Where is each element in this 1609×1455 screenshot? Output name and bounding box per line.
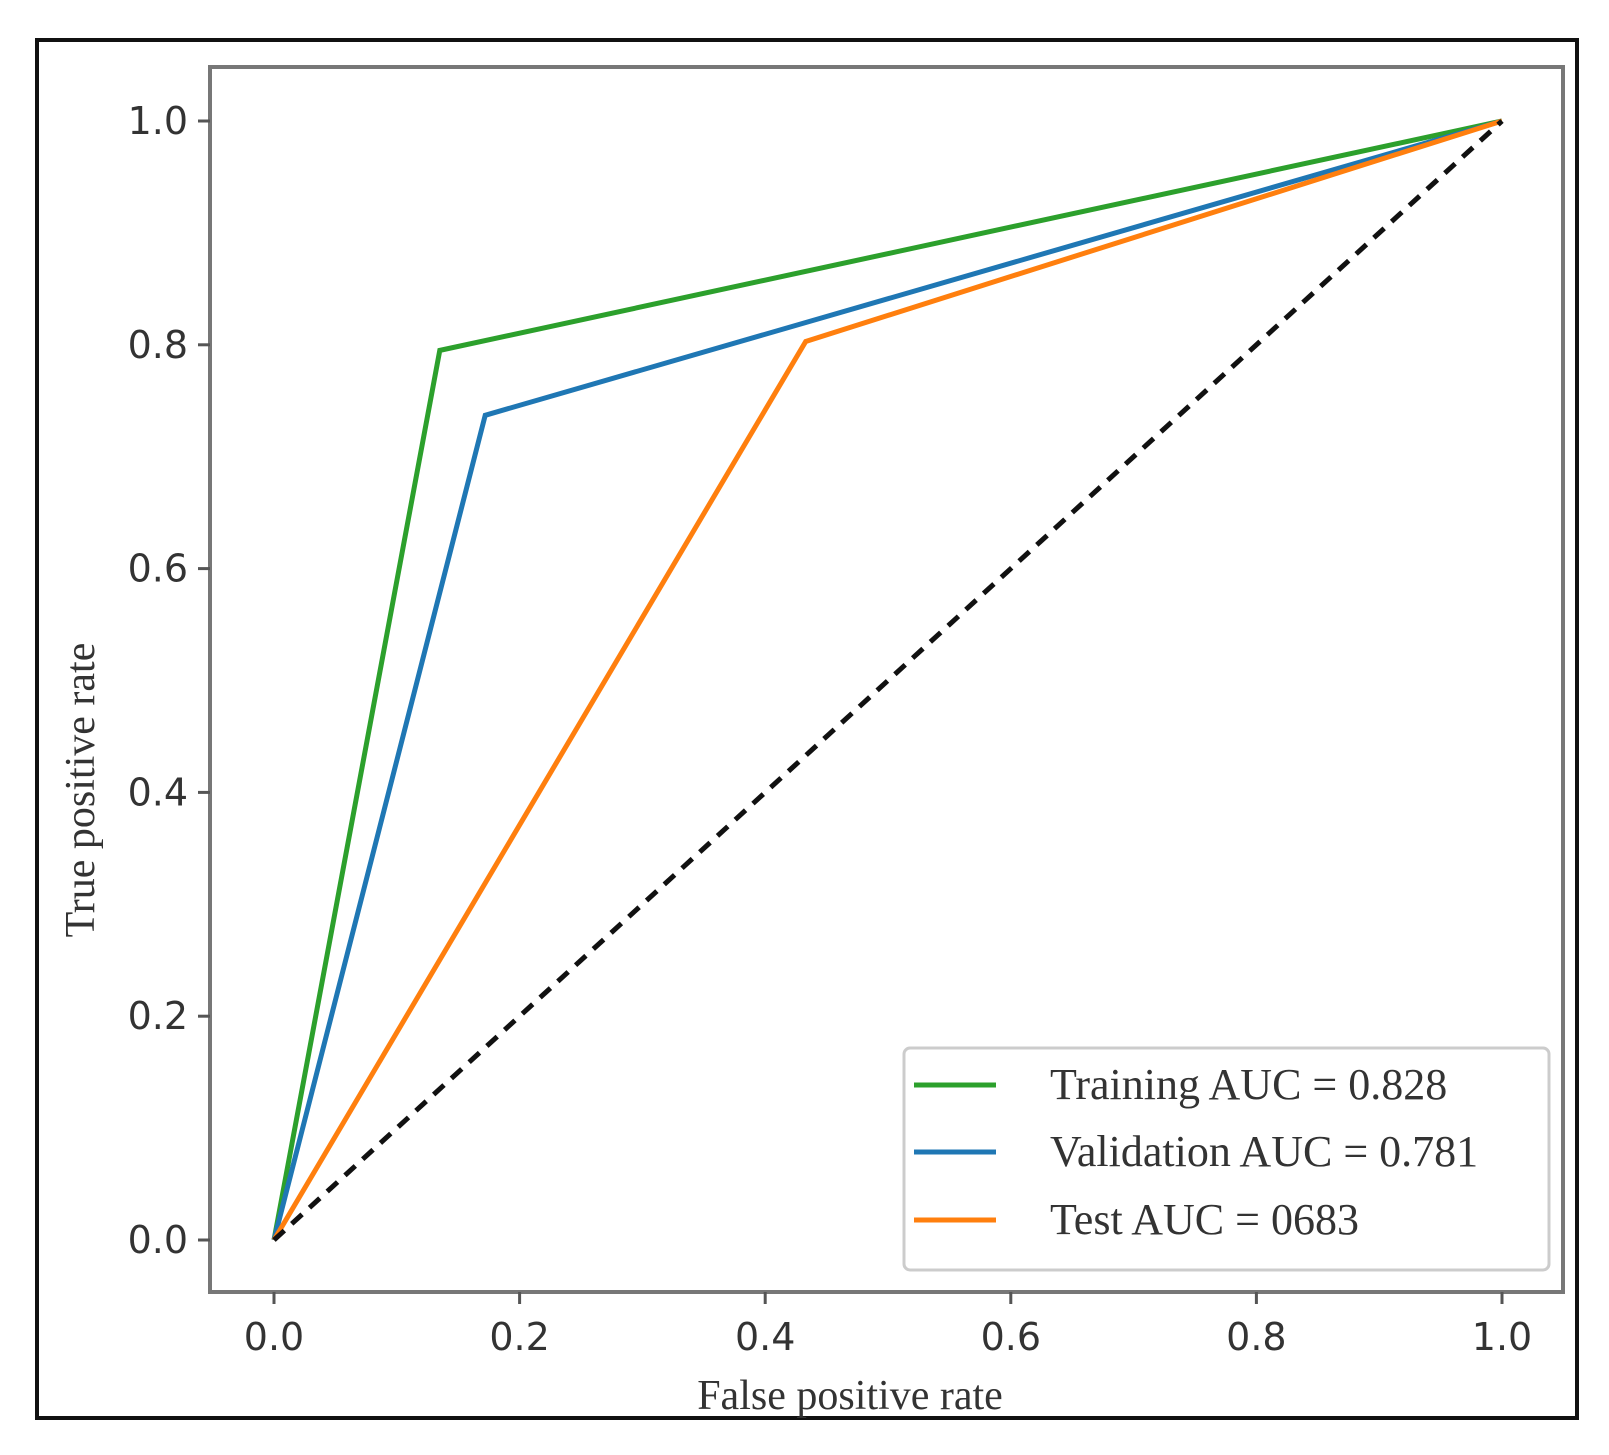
x-tick-label: 0.6 (981, 1315, 1041, 1359)
y-tick-label: 0.0 (128, 1218, 188, 1262)
y-tick-label: 0.6 (128, 547, 188, 591)
y-axis-label: True positive rate (58, 643, 104, 938)
x-axis-label: False positive rate (697, 1373, 1003, 1419)
x-tick-label: 0.8 (1226, 1315, 1286, 1359)
x-tick-label: 1.0 (1472, 1315, 1532, 1359)
x-tick-label: 0.4 (735, 1315, 795, 1359)
legend-label: Training AUC = 0.828 (1050, 1060, 1447, 1109)
legend-box (902, 1046, 1551, 1272)
reference-diagonal-line (272, 119, 1504, 1242)
legend: Training AUC = 0.828 Validation AUC = 0.7… (902, 1046, 1551, 1272)
legend-label: Validation AUC = 0.781 (1050, 1127, 1478, 1176)
y-tick-label: 0.2 (128, 994, 188, 1038)
y-tick-label: 0.4 (128, 770, 188, 814)
series-layer (271, 118, 1504, 1242)
x-tick-label: 0.0 (244, 1315, 304, 1359)
y-axis: 0.0 0.2 0.4 0.6 0.8 1.0 (128, 99, 210, 1262)
x-tick-label: 0.2 (489, 1315, 549, 1359)
y-tick-label: 1.0 (128, 99, 188, 143)
y-tick-label: 0.8 (128, 323, 188, 367)
x-axis: 0.0 0.2 0.4 0.6 0.8 1.0 (244, 1292, 1532, 1359)
series-line-1 (271, 118, 1503, 1241)
legend-label: Test AUC = 0683 (1050, 1195, 1359, 1244)
series-line-2 (271, 118, 1503, 1241)
series-line-3 (271, 118, 1503, 1242)
